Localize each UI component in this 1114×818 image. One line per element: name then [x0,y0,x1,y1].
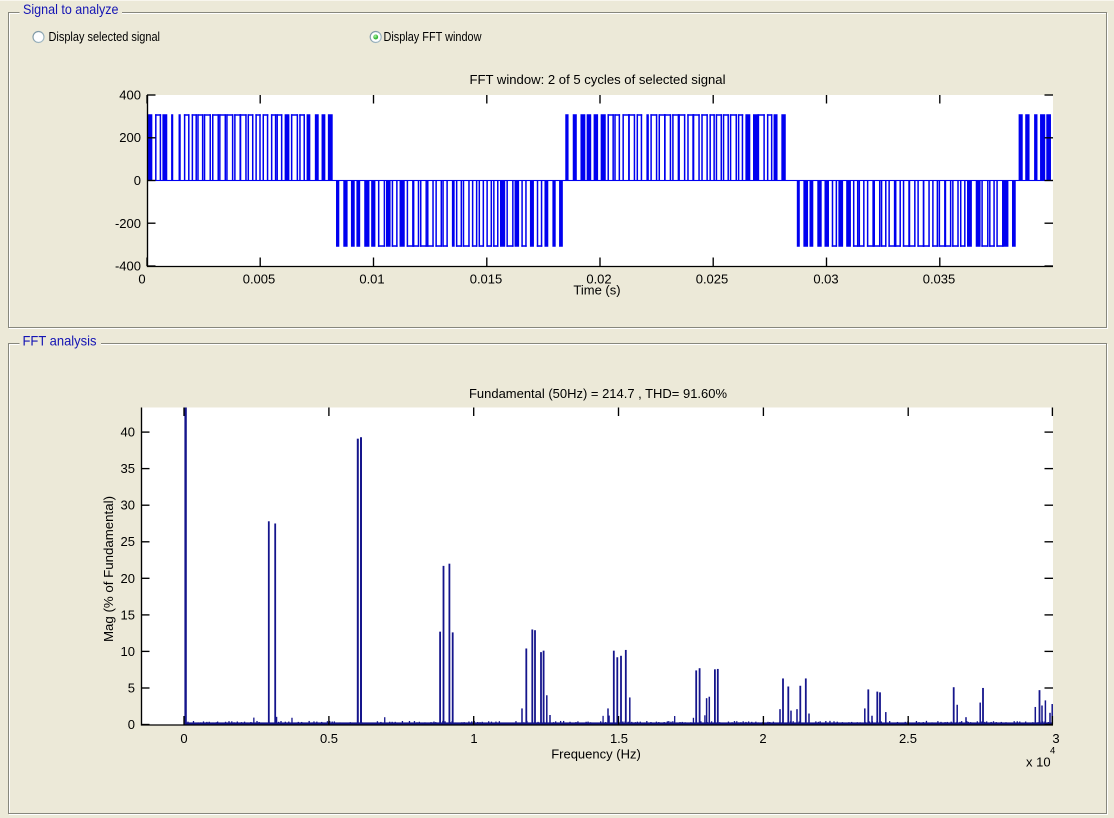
svg-text:Display FFT window: Display FFT window [384,30,483,44]
svg-text:35: 35 [121,461,135,476]
svg-text:4: 4 [1050,746,1055,757]
svg-text:15: 15 [121,607,135,622]
svg-text:3: 3 [1052,731,1059,746]
svg-text:0.01: 0.01 [359,272,384,287]
svg-text:Frequency (Hz): Frequency (Hz) [551,747,641,762]
svg-text:Fundamental (50Hz) = 214.7 , T: Fundamental (50Hz) = 214.7 , THD= 91.60% [469,386,727,401]
svg-text:Signal to analyze: Signal to analyze [23,1,119,17]
svg-text:5: 5 [128,681,135,696]
svg-text:400: 400 [119,88,141,103]
svg-text:0.035: 0.035 [923,272,956,287]
svg-text:200: 200 [119,130,141,145]
svg-text:0: 0 [128,717,135,732]
svg-text:40: 40 [121,425,135,440]
svg-text:2: 2 [759,731,766,746]
svg-text:0.03: 0.03 [813,272,838,287]
svg-text:Mag (% of Fundamental): Mag (% of Fundamental) [101,496,116,642]
svg-text:0: 0 [180,731,187,746]
svg-text:0.5: 0.5 [320,731,338,746]
svg-text:10: 10 [121,644,135,659]
svg-text:0.02: 0.02 [586,272,611,287]
svg-text:0.025: 0.025 [696,272,729,287]
svg-text:0: 0 [134,173,141,188]
svg-text:20: 20 [121,571,135,586]
svg-text:30: 30 [121,498,135,513]
svg-text:1.5: 1.5 [610,731,628,746]
svg-text:Display selected signal: Display selected signal [49,30,161,44]
svg-text:2.5: 2.5 [899,731,917,746]
svg-text:-200: -200 [115,216,141,231]
svg-text:Time (s): Time (s) [573,283,620,298]
svg-text:FFT window: 2 of 5 cycles of s: FFT window: 2 of 5 cycles of selected si… [470,72,726,87]
svg-text:25: 25 [121,534,135,549]
svg-text:0: 0 [138,272,145,287]
svg-text:0.005: 0.005 [243,272,276,287]
svg-text:0.015: 0.015 [470,272,503,287]
svg-text:-400: -400 [115,259,141,274]
svg-text:x 10: x 10 [1026,755,1051,770]
svg-text:1: 1 [470,731,477,746]
svg-text:FFT analysis: FFT analysis [23,333,97,349]
